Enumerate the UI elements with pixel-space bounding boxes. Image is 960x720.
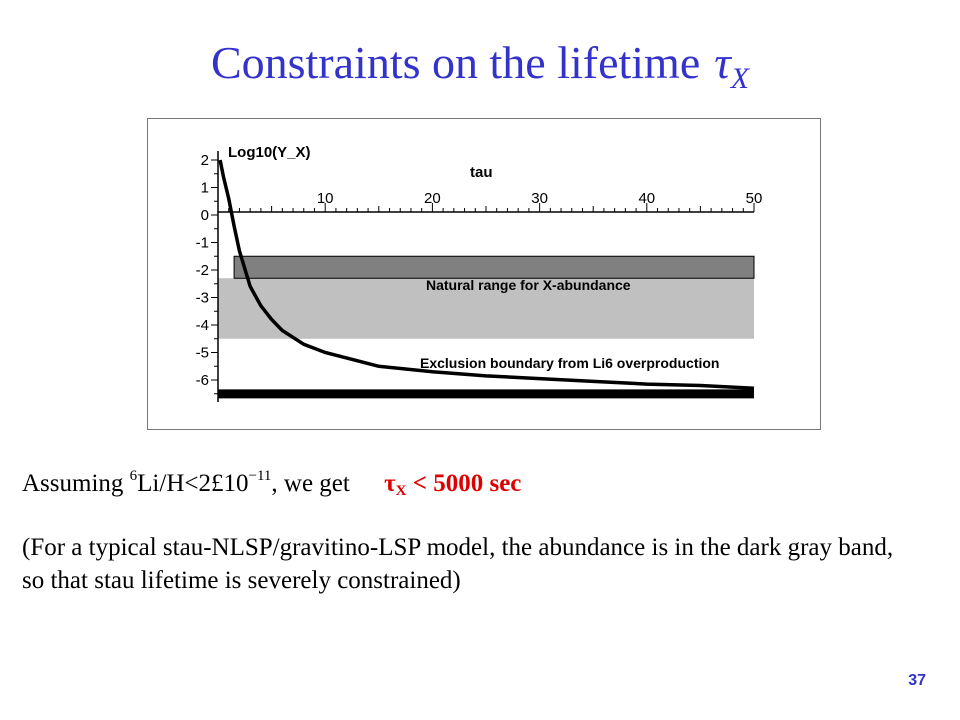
y-axis-label: Log10(Y_X) xyxy=(228,144,311,161)
result-text: < 5000 sec xyxy=(406,470,522,497)
title-tau-subscript: X xyxy=(730,62,750,95)
x-tick-label: 20 xyxy=(424,190,441,207)
x-tick-label: 40 xyxy=(638,190,655,207)
y-tick-label: -5 xyxy=(196,345,209,362)
y-tick-label: 2 xyxy=(201,152,209,169)
y-tick-label: -1 xyxy=(196,235,209,252)
exponent-superscript: −11 xyxy=(248,468,272,484)
natural-range-band xyxy=(218,278,754,339)
y-tick-label: -2 xyxy=(196,262,209,279)
exclusion-curve xyxy=(218,159,755,391)
assumption-line: Assuming 6Li/H<2£10−11, we get τX < 5000… xyxy=(22,468,522,499)
natural-range-label: Natural range for X-abundance xyxy=(426,277,631,293)
y-tick-label: -3 xyxy=(196,290,209,307)
x-tick-label: 10 xyxy=(317,190,334,207)
dark-gray-band xyxy=(233,255,755,279)
li6-superscript: 6 xyxy=(129,468,138,484)
lifetime-chart: Natural range for X-abundance210-1-2-3-4… xyxy=(196,144,763,402)
page-number: 37 xyxy=(908,672,926,689)
y-tick-label: 0 xyxy=(201,207,209,224)
line1-prefix: Assuming xyxy=(22,470,130,497)
lifetime-result: τX < 5000 sec xyxy=(384,470,522,499)
result-tau-subscript: X xyxy=(395,483,407,499)
x-tick-label: 50 xyxy=(746,190,763,207)
x-tick-label: 30 xyxy=(531,190,548,207)
line1-middle: Li/H<2£10 xyxy=(137,470,249,497)
explanation-paragraph: (For a typical stau-NLSP/gravitino-LSP m… xyxy=(22,534,894,594)
line1-suffix: , we get xyxy=(271,470,350,497)
bottom-baseline xyxy=(218,389,754,399)
x-axis-label: tau xyxy=(470,164,493,181)
exclusion-curve-label: Exclusion boundary from Li6 overproducti… xyxy=(420,355,719,371)
y-tick-label: -4 xyxy=(196,317,209,334)
result-tau-symbol: τ xyxy=(384,470,396,497)
title-text: Constraints on the lifetime xyxy=(210,37,701,88)
chart-frame: Natural range for X-abundance 2 1 0 -1 -2 -3 -4… xyxy=(147,118,821,430)
slide-title: Constraints on the lifetime τX xyxy=(0,36,960,95)
y-tick-label: -6 xyxy=(196,372,209,389)
y-tick-label: 1 xyxy=(201,180,209,197)
title-tau-symbol: τ xyxy=(714,37,731,88)
